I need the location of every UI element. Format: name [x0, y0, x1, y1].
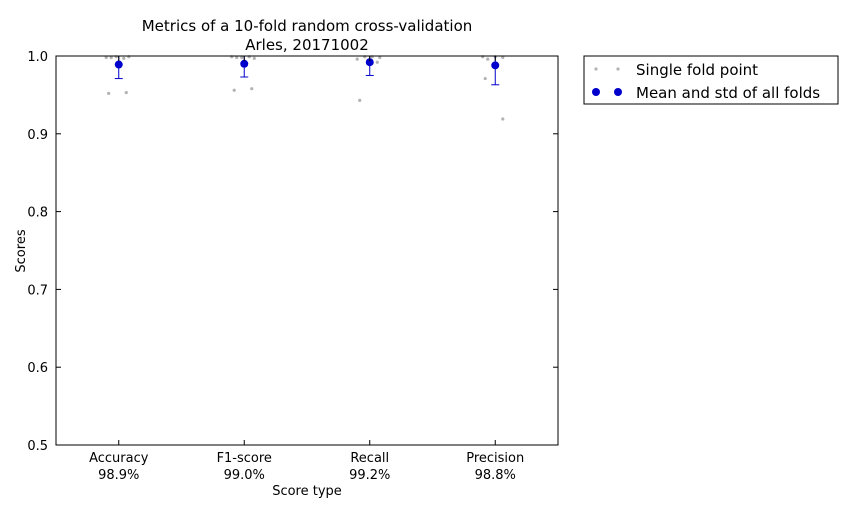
x-tick-label: Precision — [466, 451, 524, 466]
chart-title: Metrics of a 10-fold random cross-valida… — [142, 17, 473, 35]
chart-subtitle: Arles, 20171002 — [245, 36, 369, 54]
fold-point — [124, 90, 128, 95]
mean-point — [240, 59, 249, 68]
mean-point — [114, 60, 123, 69]
fold-point — [252, 56, 256, 60]
x-tick-label: Recall — [350, 451, 389, 466]
x-axis: Accuracy 98.9% F1-score 99.0% Recall 99.2% Pre… — [89, 56, 524, 483]
fold-point — [104, 55, 108, 60]
fold-point — [109, 55, 113, 60]
x-axis-label: Score type — [272, 484, 342, 499]
fold-point — [122, 56, 126, 60]
fold-point — [483, 76, 487, 81]
x-tick-summary: 98.9% — [98, 468, 139, 483]
plot-frame — [55, 55, 559, 446]
fold-point — [107, 91, 111, 95]
legend-marker-single-fold — [616, 67, 620, 71]
fold-point — [240, 55, 244, 60]
fold-point — [486, 57, 490, 61]
y-axis-label: Scores — [14, 229, 29, 272]
y-tick-label: 0.5 — [27, 439, 48, 454]
fold-point — [358, 98, 362, 102]
y-tick-label: 0.8 — [27, 206, 48, 221]
mean-point — [491, 61, 500, 70]
y-tick-label: 0.9 — [27, 128, 48, 143]
x-tick-summary: 98.8% — [475, 468, 516, 483]
mean-point — [365, 58, 374, 67]
plot-area — [55, 55, 559, 446]
y-tick-label: 0.6 — [27, 361, 48, 376]
x-tick-summary: 99.2% — [349, 468, 390, 483]
fold-point — [375, 60, 379, 64]
x-tick-label: Accuracy — [89, 451, 149, 466]
fold-point — [501, 55, 505, 60]
x-tick-summary: 99.0% — [224, 468, 265, 483]
y-axis: 0.5 0.6 0.7 0.8 0.9 1.0 — [27, 50, 558, 454]
fold-point — [250, 87, 254, 91]
fold-point — [378, 55, 382, 60]
legend-marker-single-fold — [594, 67, 598, 71]
legend-label-single-fold: Single fold point — [636, 61, 758, 79]
fold-point — [235, 55, 239, 60]
legend-label-mean: Mean and std of all folds — [636, 84, 820, 102]
y-tick-label: 0.7 — [27, 283, 48, 298]
fold-point — [232, 88, 236, 92]
y-tick-label: 1.0 — [27, 50, 48, 65]
legend-marker-mean — [592, 88, 600, 96]
x-tick-label: F1-score — [217, 451, 272, 466]
legend-marker-mean — [614, 88, 622, 96]
fold-point — [501, 117, 505, 121]
legend-frame — [583, 55, 839, 105]
fold-point — [355, 57, 359, 61]
legend: Single fold point Mean and std of all fo… — [583, 55, 839, 105]
